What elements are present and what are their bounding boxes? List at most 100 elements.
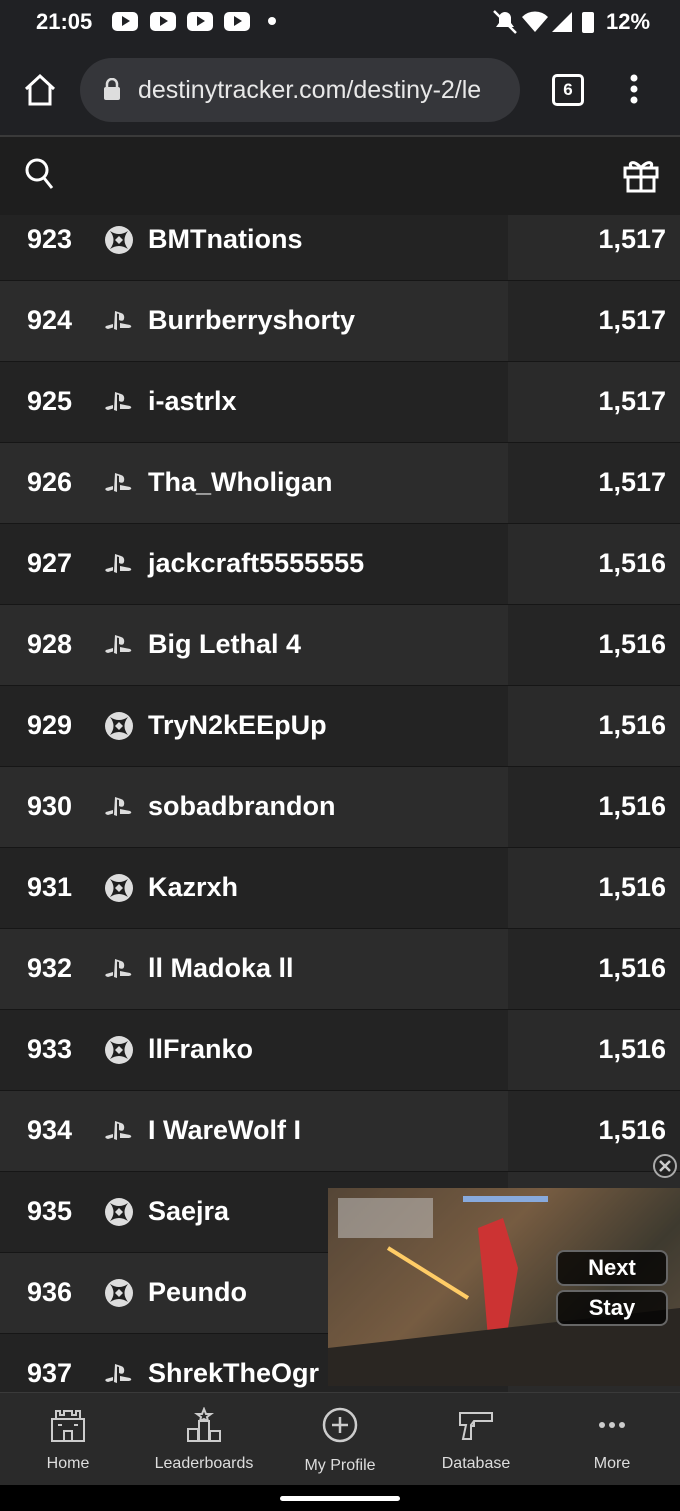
leaderboard-row: 926 Tha_Wholigan 1,517 [0,443,680,524]
rank: 928 [27,629,73,659]
score: 1,516 [598,629,666,659]
player-name: llFranko [148,1034,254,1064]
leaderboard-row: 930 sobadbrandon 1,516 [0,767,680,848]
nav-label: Leaderboards [154,1455,254,1472]
clock: 21:05 [36,9,93,34]
score: 1,517 [598,305,666,335]
platform-icon [105,1279,133,1307]
leaderboard-row: 934 I WareWolf I 1,516 [0,1091,680,1172]
gesture-bar [0,1485,680,1511]
site-header [0,137,680,215]
player-name: Kazrxh [148,872,239,902]
row-shade [508,848,680,928]
lock-icon [104,78,120,100]
platform-icon [105,1364,132,1383]
platform-icon [105,554,132,573]
leaderboard-row: 927 jackcraft5555555 1,516 [0,524,680,605]
platform-icon [105,473,132,492]
close-video-button[interactable] [652,1153,678,1179]
row-shade [508,281,680,361]
nav-item[interactable]: More [544,1393,680,1486]
nav-icon [51,1410,85,1442]
player-name: i-astrlx [148,386,237,416]
platform-icon [105,311,132,330]
tab-count[interactable]: 6 [552,74,584,106]
url-bar[interactable]: destinytracker.com/destiny-2/le [80,58,520,122]
nav-label: Database [441,1455,511,1472]
nav-label: My Profile [304,1457,376,1474]
score: 1,516 [598,791,666,821]
platform-icon [105,1121,132,1140]
score: 1,517 [598,467,666,497]
nav-icon [187,1407,221,1442]
rank: 925 [27,386,73,416]
status-bar: 21:05 12% [0,0,680,44]
rank: 926 [27,467,73,497]
row-shade [508,1091,680,1171]
nav-label: More [593,1455,631,1472]
video-frame [328,1188,680,1386]
rank: 933 [27,1034,73,1064]
nav-item[interactable]: Database [408,1393,544,1486]
system-icons [493,10,594,34]
nav-item[interactable]: Leaderboards [136,1393,272,1486]
row-shade [508,767,680,847]
player-name: Peundo [148,1277,247,1307]
player-name: ShrekTheOgr [148,1358,320,1388]
next-button[interactable]: Next [556,1250,668,1286]
row-shade [508,443,680,523]
rank: 930 [27,791,73,821]
platform-icon [105,392,132,411]
leaderboard-row: 928 Big Lethal 4 1,516 [0,605,680,686]
rank: 932 [27,953,73,983]
nav-label: Home [46,1455,90,1472]
notification-icons [112,12,276,31]
rank: 937 [27,1358,73,1388]
row-shade [508,524,680,604]
rank: 935 [27,1196,73,1226]
player-name: I WareWolf I [148,1115,302,1145]
player-name: BMTnations [148,224,303,254]
bottom-nav: Home Leaderboards My Profile Database More [0,1392,680,1486]
leaderboard-row: 924 Burrberryshorty 1,517 [0,281,680,362]
rank: 931 [27,872,73,902]
leaderboard-row: 929 TryN2kEEpUp 1,516 [0,686,680,767]
player-name: TryN2kEEpUp [148,710,327,740]
search-button[interactable] [24,157,56,193]
platform-icon [105,226,133,254]
nav-item[interactable]: Home [0,1393,136,1486]
leaderboard-row: 933 llFranko 1,516 [0,1010,680,1091]
platform-icon [105,959,132,978]
rank: 923 [27,224,73,254]
browser-toolbar: destinytracker.com/destiny-2/le 6 [0,44,680,137]
row-shade [508,1010,680,1090]
gift-button[interactable] [622,157,660,193]
player-name: Tha_Wholigan [148,467,333,497]
leaderboard-row: 925 i-astrlx 1,517 [0,362,680,443]
nav-icon [322,1407,358,1443]
score: 1,516 [598,1115,666,1145]
score: 1,516 [598,548,666,578]
player-name: Saejra [148,1196,230,1226]
platform-icon [105,635,132,654]
video-player[interactable]: Next Stay [328,1188,680,1386]
rank: 927 [27,548,73,578]
stay-button[interactable]: Stay [556,1290,668,1326]
score: 1,516 [598,1034,666,1064]
rank: 934 [27,1115,73,1145]
home-button[interactable] [22,72,58,108]
url-text: destinytracker.com/destiny-2/le [138,76,482,104]
row-shade [508,362,680,442]
platform-icon [105,797,132,816]
row-shade [508,929,680,1009]
nav-icon [599,1422,625,1428]
menu-button[interactable] [624,74,644,106]
player-name: ll Madoka ll [148,953,294,983]
nav-icon [459,1412,493,1440]
score: 1,516 [598,872,666,902]
rank: 924 [27,305,73,335]
nav-item[interactable]: My Profile [272,1393,408,1486]
platform-icon [105,1036,133,1064]
platform-icon [105,1198,133,1226]
